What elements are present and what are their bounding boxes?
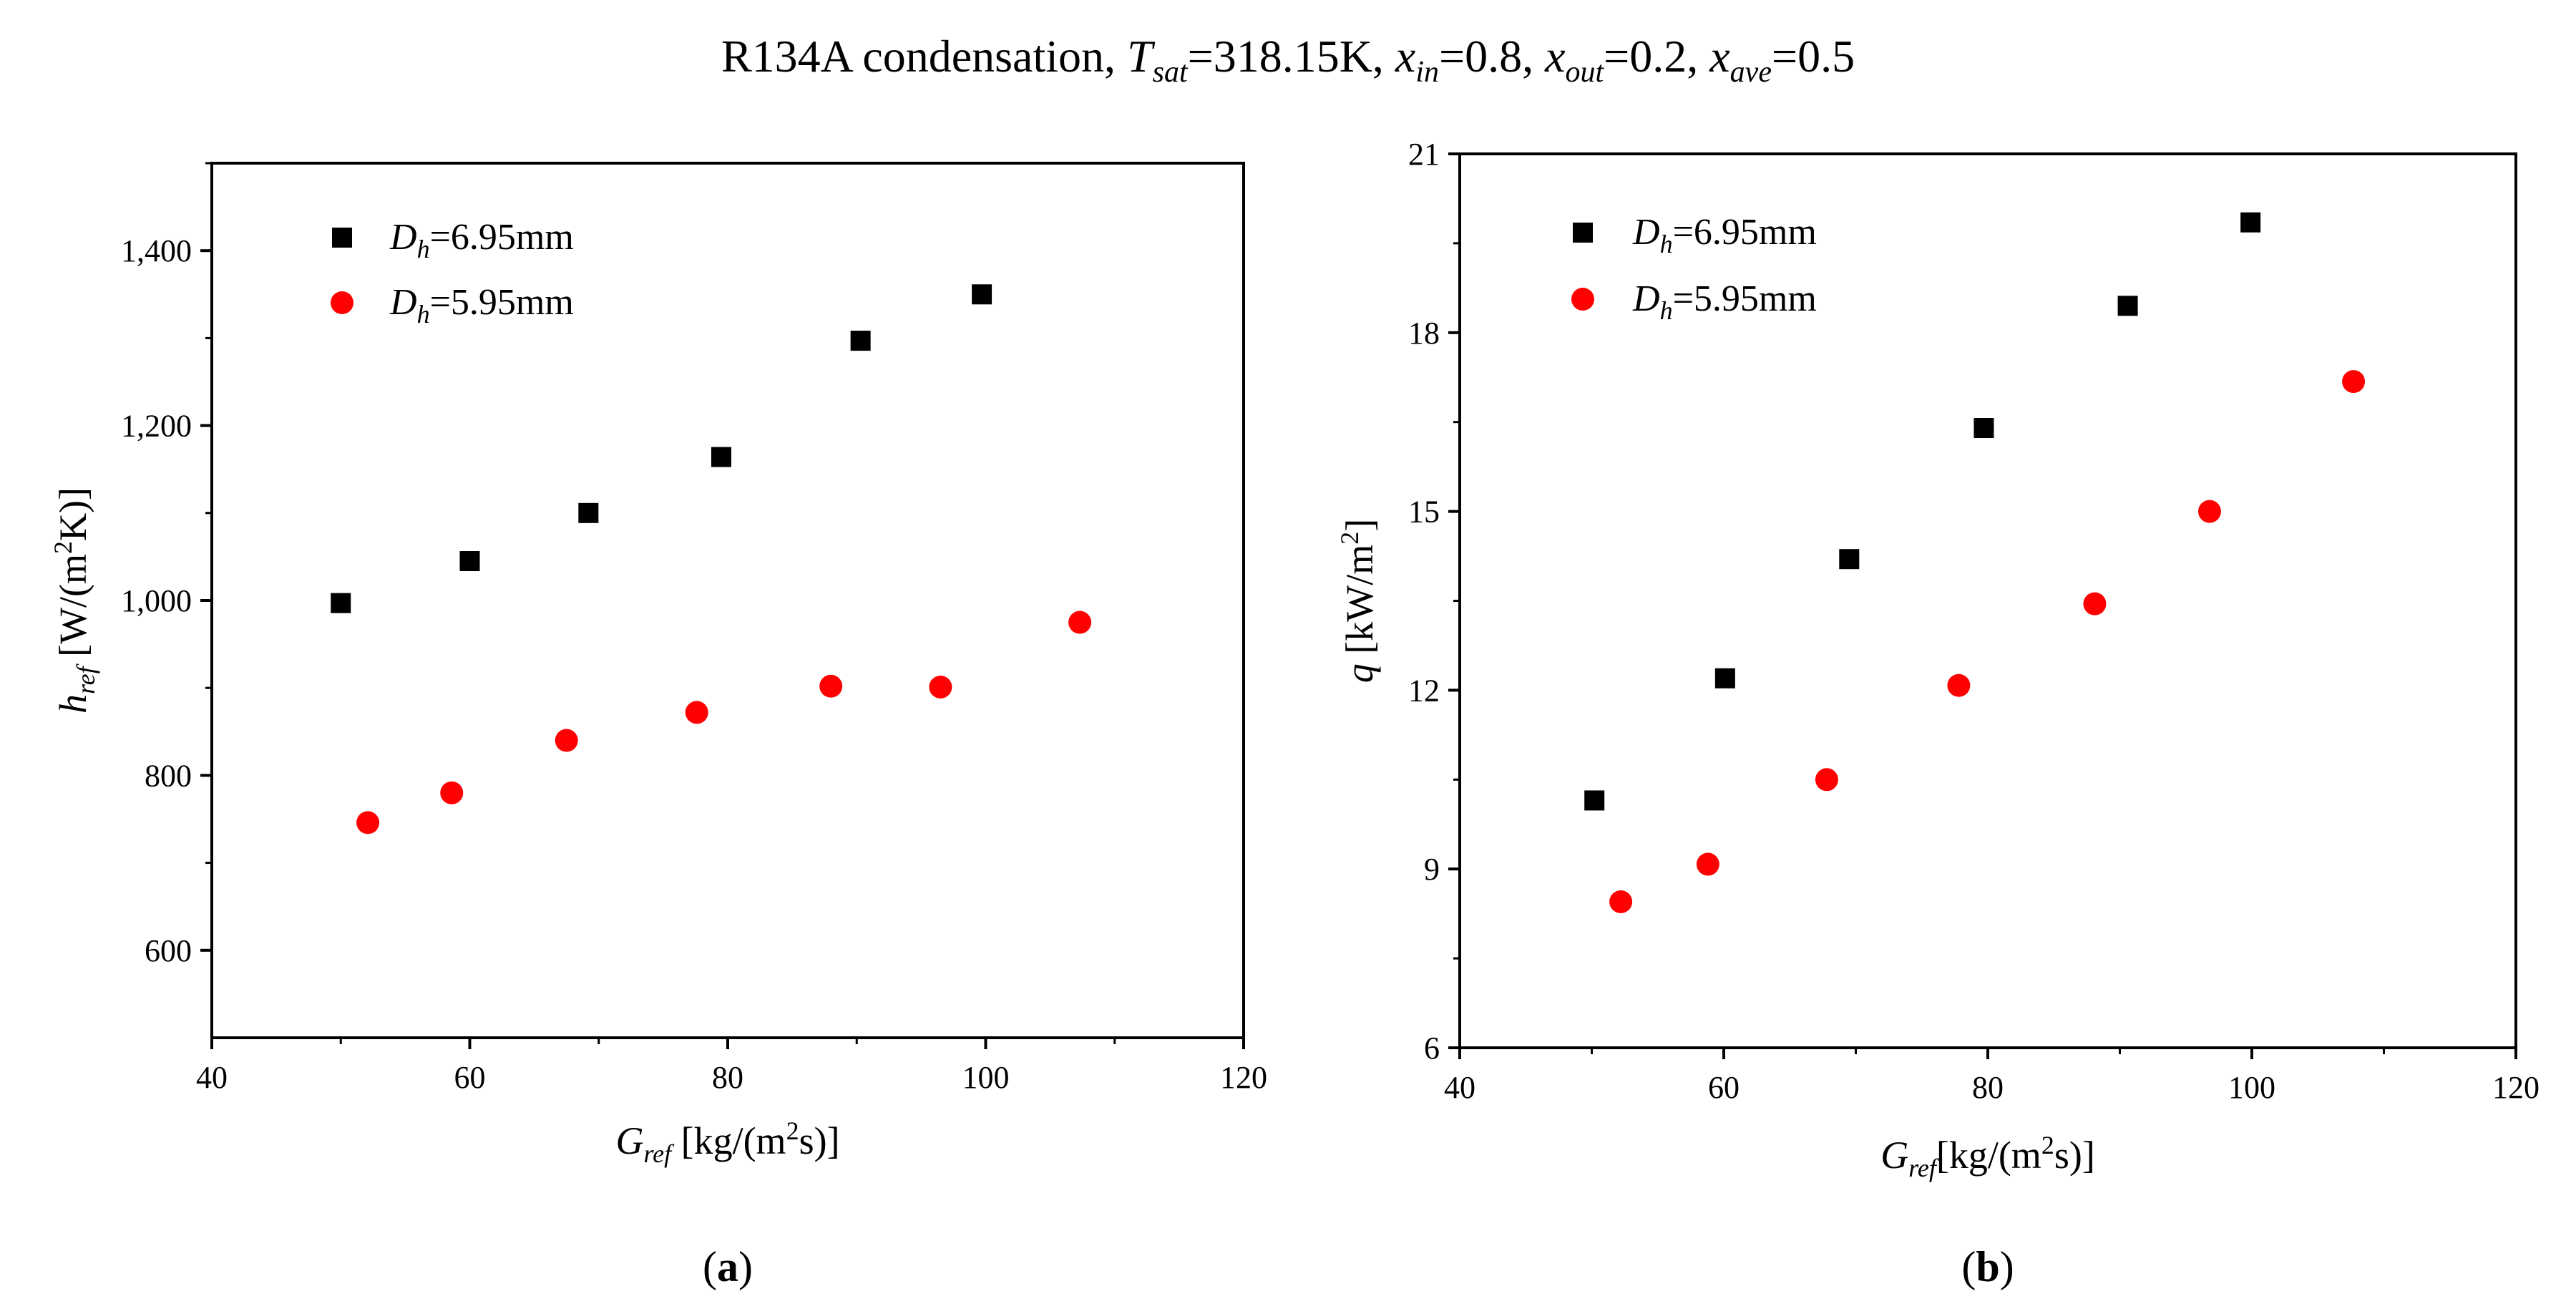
figure-title: R134A condensation, Tsat=318.15K, xin=0.… bbox=[721, 31, 1855, 89]
y-tick-label: 1,200 bbox=[121, 409, 192, 444]
y-tick-label: 800 bbox=[145, 758, 192, 793]
data-point-square bbox=[1974, 418, 1994, 439]
y-tick-label: 6 bbox=[1424, 1031, 1440, 1066]
x-tick-label: 40 bbox=[1444, 1070, 1475, 1105]
y-tick-label: 9 bbox=[1424, 852, 1440, 887]
x-tick-label: 80 bbox=[712, 1060, 743, 1095]
x-axis-label: Gref [kg/(m2s)] bbox=[615, 1116, 839, 1168]
data-point-circle bbox=[685, 701, 708, 724]
data-point-square bbox=[711, 447, 731, 467]
legend-marker-square bbox=[332, 228, 352, 248]
data-point-circle bbox=[1696, 852, 1719, 876]
data-point-circle bbox=[2083, 592, 2107, 615]
legend-label: Dh=6.95mm bbox=[1632, 212, 1817, 258]
data-point-circle bbox=[1947, 673, 1971, 697]
y-tick-label: 1,400 bbox=[121, 233, 192, 268]
data-point-circle bbox=[1068, 610, 1092, 634]
panel-label: (a) bbox=[703, 1243, 753, 1290]
plot-frame bbox=[1458, 152, 2517, 1049]
y-tick-label: 1,000 bbox=[121, 583, 192, 618]
plot-frame bbox=[210, 162, 1245, 1039]
x-tick-label: 60 bbox=[454, 1060, 486, 1095]
data-point-circle bbox=[1609, 890, 1633, 913]
data-point-circle bbox=[2342, 370, 2366, 394]
legend-label: Dh=5.95mm bbox=[1632, 278, 1817, 325]
y-tick-label: 18 bbox=[1408, 316, 1440, 351]
x-tick-label: 120 bbox=[1220, 1060, 1267, 1095]
y-tick-label: 600 bbox=[145, 933, 192, 968]
data-point-circle bbox=[440, 781, 464, 804]
x-tick-label: 100 bbox=[2228, 1070, 2275, 1105]
chart-panel-b: 40 60 80 100 120 6 9 12 15 18 21 Gref[kg/(m2s)] q [k… bbox=[1335, 137, 2540, 1290]
y-tick-label: 12 bbox=[1408, 673, 1440, 708]
data-point-circle bbox=[1815, 768, 1838, 792]
legend-label: Dh=5.95mm bbox=[389, 282, 574, 329]
x-tick-label: 60 bbox=[1708, 1070, 1740, 1105]
y-tick-label: 15 bbox=[1408, 495, 1440, 530]
data-point-square bbox=[331, 593, 351, 613]
legend-marker-square bbox=[1573, 223, 1593, 243]
legend-label: Dh=6.95mm bbox=[389, 217, 574, 263]
data-point-circle bbox=[356, 811, 380, 834]
x-axis-label: Gref[kg/(m2s)] bbox=[1880, 1131, 2095, 1182]
data-point-circle bbox=[555, 729, 578, 752]
x-tick-label: 100 bbox=[962, 1060, 1010, 1095]
legend-marker-circle bbox=[331, 291, 353, 314]
data-point-circle bbox=[819, 674, 843, 698]
data-point-square bbox=[459, 551, 480, 572]
data-point-square bbox=[578, 502, 599, 523]
x-tick-label: 40 bbox=[196, 1060, 228, 1095]
x-tick-label: 120 bbox=[2492, 1070, 2540, 1105]
y-axis-label: q [kW/m2] bbox=[1335, 519, 1381, 683]
x-tick-label: 80 bbox=[1972, 1070, 2004, 1105]
data-point-square bbox=[1584, 790, 1605, 811]
chart-panel-a: 40 60 80 100 120 600 800 1,000 1,200 1,400 Gref [k… bbox=[49, 162, 1267, 1290]
panel-label: (b) bbox=[1961, 1243, 2014, 1290]
data-point-square bbox=[1714, 668, 1735, 688]
data-point-square bbox=[2240, 212, 2261, 233]
data-point-square bbox=[972, 284, 992, 305]
y-tick-label: 21 bbox=[1408, 137, 1440, 172]
data-point-circle bbox=[929, 675, 952, 699]
data-point-square bbox=[850, 331, 871, 351]
legend-marker-circle bbox=[1571, 288, 1594, 311]
data-point-circle bbox=[2197, 500, 2221, 523]
data-point-square bbox=[2117, 296, 2138, 316]
y-axis-label: href [W/(m2K)] bbox=[49, 487, 100, 714]
data-point-square bbox=[1839, 549, 1860, 570]
